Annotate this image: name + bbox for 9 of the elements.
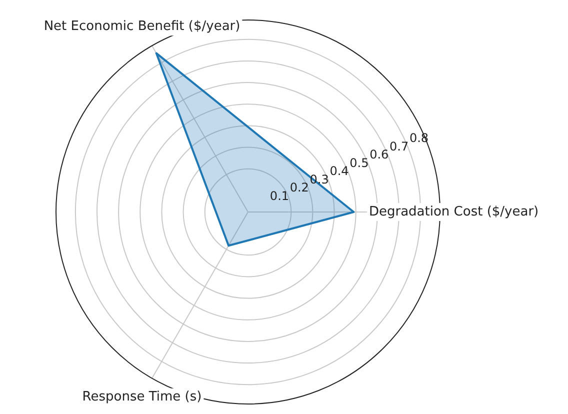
spoke-label: Response Time (s) [82,390,202,405]
y-tick-label: 0.1 [270,188,290,203]
y-tick-label: 0.5 [350,156,369,170]
y-tick-label: 0.4 [330,164,349,178]
spoke-label: Degradation Cost ($/year) [368,204,539,220]
spoke-label: Net Economic Benefit ($/year) [44,19,240,34]
y-tick-label: 0.6 [370,148,389,162]
y-tick-label: 0.2 [290,180,309,195]
y-tick-label: 0.7 [390,139,409,154]
